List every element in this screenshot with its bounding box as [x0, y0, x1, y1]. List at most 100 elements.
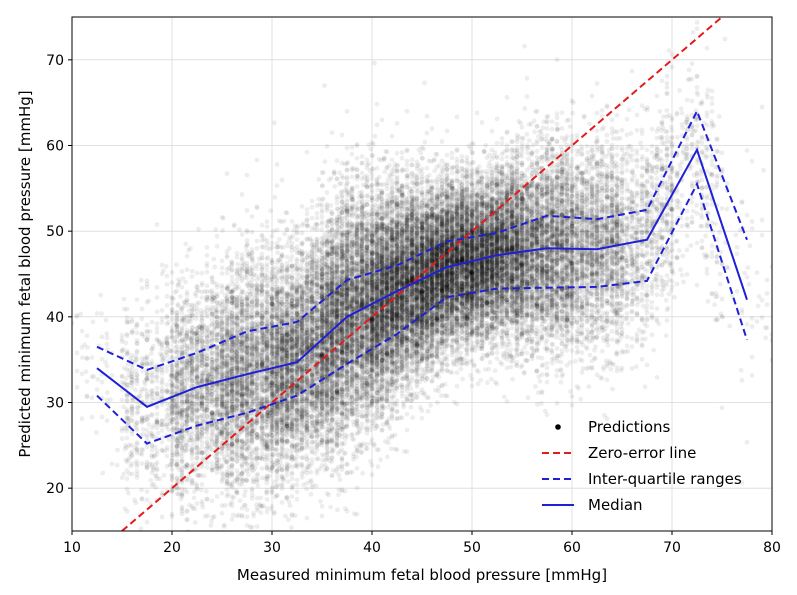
- prediction-point: [140, 286, 145, 291]
- prediction-point: [130, 317, 135, 322]
- prediction-point: [145, 428, 150, 433]
- prediction-point: [228, 502, 233, 507]
- prediction-point: [220, 317, 225, 322]
- prediction-point: [180, 350, 185, 355]
- prediction-point: [195, 330, 200, 335]
- prediction-point: [225, 267, 230, 272]
- prediction-point: [200, 343, 205, 348]
- prediction-point: [127, 471, 132, 476]
- prediction-point: [139, 526, 144, 531]
- prediction-point: [204, 298, 209, 303]
- prediction-point: [240, 445, 245, 450]
- prediction-point: [220, 228, 225, 233]
- prediction-point: [170, 317, 175, 322]
- prediction-point: [268, 208, 273, 213]
- prediction-point: [170, 467, 175, 472]
- prediction-point: [180, 419, 185, 424]
- prediction-point: [250, 316, 255, 321]
- prediction-point: [212, 328, 217, 333]
- prediction-point: [242, 493, 247, 498]
- prediction-point: [240, 396, 245, 401]
- prediction-point: [225, 328, 230, 333]
- prediction-point: [140, 452, 145, 457]
- prediction-point: [240, 464, 245, 469]
- prediction-point: [185, 267, 190, 272]
- prediction-point: [245, 425, 250, 430]
- prediction-point: [245, 523, 250, 528]
- prediction-point: [235, 262, 240, 267]
- prediction-point: [215, 285, 220, 290]
- prediction-point: [190, 313, 195, 318]
- prediction-point: [175, 437, 180, 442]
- prediction-point: [245, 283, 250, 288]
- prediction-point: [195, 432, 200, 437]
- prediction-point: [201, 396, 206, 401]
- prediction-point: [103, 360, 108, 365]
- prediction-point: [150, 388, 155, 393]
- prediction-point: [255, 158, 260, 163]
- prediction-point: [255, 508, 260, 513]
- prediction-point: [190, 456, 195, 461]
- prediction-point: [150, 443, 155, 448]
- prediction-point: [75, 369, 80, 374]
- prediction-point: [265, 300, 270, 305]
- prediction-points: [70, 20, 775, 595]
- prediction-point: [225, 408, 230, 413]
- prediction-point: [195, 456, 200, 461]
- prediction-point: [245, 439, 250, 444]
- prediction-point: [210, 515, 215, 520]
- prediction-point: [225, 532, 230, 537]
- prediction-point: [197, 300, 202, 305]
- prediction-point: [212, 265, 217, 270]
- prediction-point: [180, 307, 185, 312]
- prediction-point: [125, 315, 130, 320]
- prediction-point: [150, 370, 155, 375]
- prediction-point: [188, 246, 193, 251]
- prediction-point: [265, 292, 270, 297]
- prediction-point: [205, 245, 210, 250]
- prediction-point: [215, 408, 220, 413]
- prediction-point: [175, 421, 180, 426]
- prediction-point: [140, 497, 145, 502]
- prediction-point: [84, 369, 89, 374]
- prediction-point: [230, 485, 235, 490]
- prediction-point: [220, 464, 225, 469]
- prediction-point: [194, 294, 199, 299]
- prediction-point: [221, 363, 226, 368]
- prediction-point: [125, 332, 130, 337]
- prediction-point: [183, 536, 188, 541]
- prediction-point: [175, 364, 180, 369]
- prediction-point: [209, 392, 214, 397]
- prediction-point: [245, 303, 250, 308]
- prediction-point: [245, 469, 250, 474]
- prediction-point: [85, 356, 90, 361]
- prediction-point: [261, 276, 266, 281]
- prediction-point: [199, 271, 204, 276]
- prediction-point: [260, 381, 265, 386]
- prediction-point: [185, 397, 190, 402]
- prediction-point: [162, 340, 167, 345]
- prediction-point: [254, 502, 259, 507]
- prediction-point: [134, 425, 139, 430]
- prediction-point: [220, 302, 225, 307]
- prediction-point: [180, 361, 185, 366]
- prediction-point: [250, 438, 255, 443]
- prediction-point: [215, 234, 220, 239]
- prediction-point: [265, 466, 270, 471]
- prediction-point: [250, 267, 255, 272]
- prediction-point: [200, 315, 205, 320]
- prediction-point: [265, 374, 270, 379]
- prediction-point: [190, 478, 195, 483]
- prediction-point: [260, 223, 265, 228]
- prediction-point: [260, 265, 265, 270]
- prediction-point: [262, 388, 267, 393]
- prediction-point: [140, 579, 145, 584]
- prediction-point: [85, 333, 90, 338]
- prediction-point: [190, 330, 195, 335]
- prediction-point: [219, 283, 224, 288]
- prediction-point: [250, 455, 255, 460]
- prediction-point: [75, 351, 80, 356]
- prediction-point: [212, 320, 217, 325]
- prediction-point: [170, 355, 175, 360]
